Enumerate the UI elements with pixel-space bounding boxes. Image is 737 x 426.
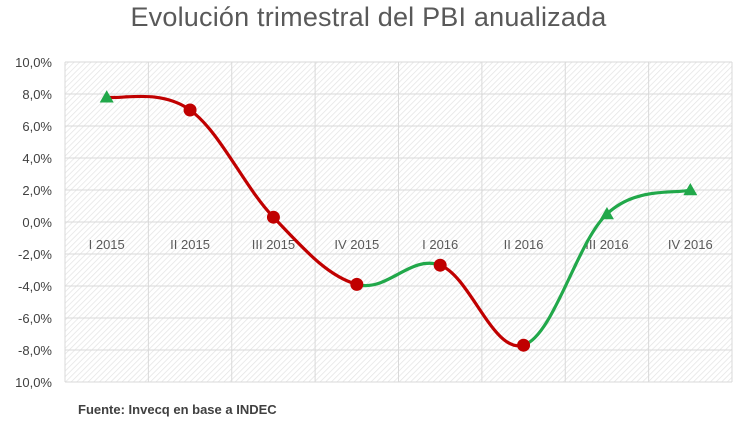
- data-point-down-marker: [266, 210, 280, 224]
- y-tick-label: 0,0%: [22, 215, 52, 230]
- series-line: [105, 94, 692, 348]
- x-tick-label: IV 2016: [668, 237, 713, 252]
- y-tick-label: -2,0%: [18, 247, 52, 262]
- data-point-up-marker: [599, 207, 614, 220]
- y-tick-label: 8,0%: [22, 87, 52, 102]
- series-segment: [438, 263, 526, 348]
- x-tick-label: I 2016: [422, 237, 458, 252]
- x-tick-label: III 2016: [585, 237, 628, 252]
- data-point-down-marker: [183, 103, 197, 117]
- data-point-down-marker: [350, 277, 364, 291]
- y-axis-ticks: 10,0% 8,0% 6,0% 4,0% 2,0% 0,0% -2,0% -4,0% -6,0%…: [15, 55, 52, 390]
- series-segment: [105, 94, 192, 112]
- series-segment: [271, 215, 359, 286]
- data-point-down-marker: [433, 258, 447, 272]
- series-segment: [521, 212, 609, 347]
- data-point-up-marker: [99, 90, 114, 103]
- y-tick-label: 2,0%: [22, 183, 52, 198]
- x-tick-label: II 2016: [504, 237, 544, 252]
- y-tick-label: 10,0%: [15, 55, 52, 70]
- x-tick-label: IV 2015: [334, 237, 379, 252]
- x-tick-label: II 2015: [170, 237, 210, 252]
- y-tick-label: -6,0%: [18, 311, 52, 326]
- x-tick-label: I 2015: [89, 237, 125, 252]
- y-tick-label: -4,0%: [18, 279, 52, 294]
- gridlines: [64, 61, 733, 383]
- x-tick-label: III 2015: [252, 237, 295, 252]
- series-segment: [605, 188, 692, 216]
- chart-title: Evolución trimestral del PBI anualizada: [130, 2, 607, 32]
- data-point-down-marker: [517, 338, 531, 352]
- y-tick-label: 6,0%: [22, 119, 52, 134]
- data-point-up-marker: [683, 183, 698, 196]
- y-tick-label: 4,0%: [22, 151, 52, 166]
- source-note: Fuente: Invecq en base a INDEC: [78, 402, 277, 417]
- series-segment: [188, 108, 276, 219]
- series-markers: [99, 90, 698, 352]
- y-tick-label: -8,0%: [18, 343, 52, 358]
- series-segment: [355, 261, 442, 288]
- x-axis-ticks: I 2015 II 2015 III 2015 IV 2015 I 2016 II 201…: [89, 237, 713, 252]
- y-tick-label: 10,0%: [15, 375, 52, 390]
